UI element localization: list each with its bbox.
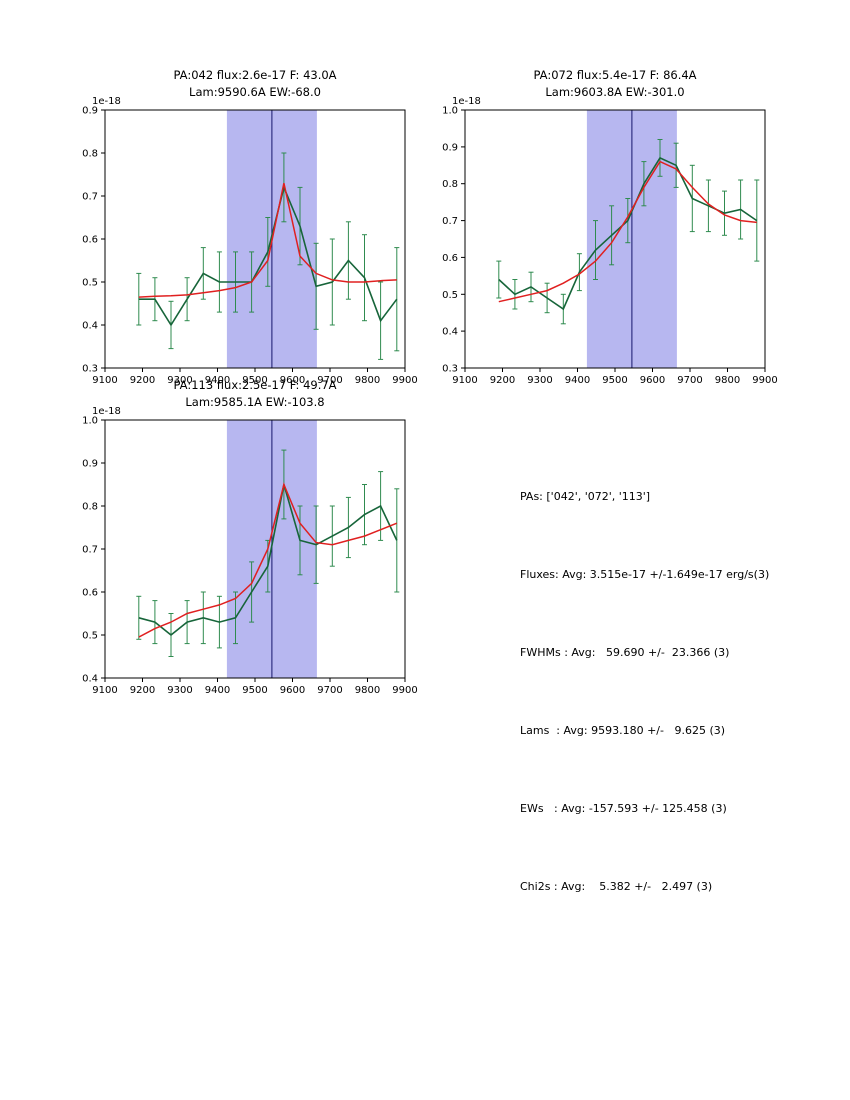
- svg-text:9400: 9400: [205, 375, 230, 386]
- svg-text:9100: 9100: [452, 375, 477, 386]
- svg-text:9300: 9300: [167, 685, 192, 696]
- svg-text:9100: 9100: [92, 375, 117, 386]
- plot3-title-line2: Lam:9585.1A EW:-103.8: [185, 395, 325, 409]
- svg-text:0.9: 0.9: [82, 459, 98, 470]
- svg-text:0.4: 0.4: [82, 674, 98, 685]
- svg-text:0.3: 0.3: [82, 364, 98, 375]
- svg-text:9900: 9900: [752, 375, 777, 386]
- plot2-title: PA:072 flux:5.4e-17 F: 86.4A Lam:9603.8A…: [440, 67, 790, 101]
- svg-text:0.8: 0.8: [82, 502, 98, 513]
- stats-line-fwhms: FWHMs : Avg: 59.690 +/- 23.366 (3): [520, 646, 730, 659]
- stats-panel: PAs: ['042', '072', '113'] Fluxes: Avg: …: [520, 432, 769, 952]
- spectrum-plot-pa072: 9100 9200 9300 9400 9500 9600 9700 9800 9900 0.3 0…: [420, 55, 792, 387]
- plot1-title-line1: PA:042 flux:2.6e-17 F: 43.0A: [173, 68, 337, 82]
- svg-text:0.6: 0.6: [442, 253, 458, 264]
- plot1-title: PA:042 flux:2.6e-17 F: 43.0A Lam:9590.6A…: [80, 67, 430, 101]
- svg-text:0.7: 0.7: [82, 545, 98, 556]
- svg-text:9200: 9200: [490, 375, 515, 386]
- svg-text:9600: 9600: [640, 375, 665, 386]
- plot2-yaxis-offset-label: 1e-18: [452, 96, 481, 107]
- plot1-title-line2: Lam:9590.6A EW:-68.0: [189, 85, 321, 99]
- svg-text:0.5: 0.5: [82, 631, 98, 642]
- svg-text:0.7: 0.7: [442, 216, 458, 227]
- svg-text:0.9: 0.9: [82, 106, 98, 117]
- svg-text:0.6: 0.6: [82, 235, 98, 246]
- svg-text:9500: 9500: [242, 375, 267, 386]
- svg-text:9400: 9400: [205, 685, 230, 696]
- svg-text:9700: 9700: [317, 375, 342, 386]
- svg-text:1.0: 1.0: [442, 106, 458, 117]
- plot3-title-line1: PA:113 flux:2.5e-17 F: 49.7A: [173, 378, 337, 392]
- plot3-title: PA:113 flux:2.5e-17 F: 49.7A Lam:9585.1A…: [80, 377, 430, 411]
- svg-text:0.4: 0.4: [82, 321, 98, 332]
- svg-text:9300: 9300: [527, 375, 552, 386]
- svg-text:9500: 9500: [242, 685, 267, 696]
- svg-text:0.7: 0.7: [82, 192, 98, 203]
- stats-line-lams: Lams : Avg: 9593.180 +/- 9.625 (3): [520, 724, 726, 737]
- plot1-yaxis-offset-label: 1e-18: [92, 96, 121, 107]
- plot2-title-line2: Lam:9603.8A EW:-301.0: [545, 85, 685, 99]
- svg-text:9700: 9700: [317, 685, 342, 696]
- svg-text:0.3: 0.3: [442, 364, 458, 375]
- svg-text:9600: 9600: [280, 375, 305, 386]
- svg-text:0.5: 0.5: [442, 290, 458, 301]
- svg-text:9500: 9500: [602, 375, 627, 386]
- stats-line-pas: PAs: ['042', '072', '113']: [520, 490, 651, 503]
- svg-text:9900: 9900: [392, 685, 417, 696]
- svg-text:9800: 9800: [715, 375, 740, 386]
- spectrum-plot-pa042: 9100 9200 9300 9400 9500 9600 9700 9800 9900 0.3 0…: [60, 55, 432, 387]
- svg-text:0.4: 0.4: [442, 327, 458, 338]
- svg-text:9100: 9100: [92, 685, 117, 696]
- svg-text:9900: 9900: [392, 375, 417, 386]
- plot3-yaxis-offset-label: 1e-18: [92, 406, 121, 417]
- svg-text:9300: 9300: [167, 375, 192, 386]
- svg-text:9800: 9800: [355, 685, 380, 696]
- plot2-title-line1: PA:072 flux:5.4e-17 F: 86.4A: [533, 68, 697, 82]
- svg-text:9200: 9200: [130, 685, 155, 696]
- spectrum-plot-pa113: 9100 9200 9300 9400 9500 9600 9700 9800 9900 0.4 0…: [60, 365, 432, 697]
- svg-text:0.8: 0.8: [82, 149, 98, 160]
- svg-text:9800: 9800: [355, 375, 380, 386]
- svg-text:0.8: 0.8: [442, 179, 458, 190]
- svg-text:9600: 9600: [280, 685, 305, 696]
- svg-text:1.0: 1.0: [82, 416, 98, 427]
- svg-text:9400: 9400: [565, 375, 590, 386]
- svg-text:0.9: 0.9: [442, 142, 458, 153]
- svg-text:0.5: 0.5: [82, 278, 98, 289]
- svg-text:9700: 9700: [677, 375, 702, 386]
- stats-line-chi2s: Chi2s : Avg: 5.382 +/- 2.497 (3): [520, 880, 713, 893]
- stats-line-ews: EWs : Avg: -157.593 +/- 125.458 (3): [520, 802, 727, 815]
- svg-text:0.6: 0.6: [82, 588, 98, 599]
- stats-line-fluxes: Fluxes: Avg: 3.515e-17 +/-1.649e-17 erg/…: [520, 568, 770, 581]
- svg-text:9200: 9200: [130, 375, 155, 386]
